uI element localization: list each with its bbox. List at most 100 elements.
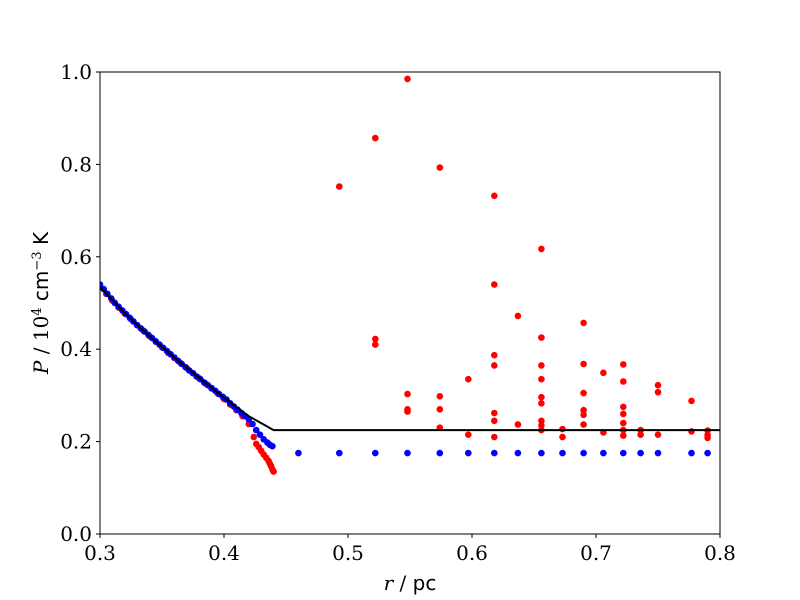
y-tick-label: 0.4 <box>60 337 92 361</box>
x-axis-label-var: r <box>384 571 395 595</box>
data-point <box>580 319 587 327</box>
data-point <box>436 164 444 171</box>
data-point <box>600 449 607 457</box>
series-0 <box>100 75 711 475</box>
x-axis-label-unit: pc <box>413 571 437 595</box>
data-point <box>256 431 264 439</box>
data-point <box>704 449 711 457</box>
data-point <box>559 449 566 457</box>
data-point <box>580 406 587 414</box>
data-point <box>514 312 522 320</box>
data-point <box>620 361 627 368</box>
y-axis-label-unit: cm <box>29 271 53 308</box>
data-point <box>436 406 444 413</box>
data-point <box>654 381 662 389</box>
data-point <box>491 281 498 288</box>
data-point <box>100 285 107 293</box>
data-point <box>491 192 498 200</box>
data-point <box>465 449 472 457</box>
data-point <box>538 422 545 429</box>
data-point <box>436 393 444 400</box>
data-point <box>654 431 662 439</box>
data-point <box>538 362 545 369</box>
data-point <box>600 369 607 377</box>
data-point <box>538 245 545 253</box>
data-point <box>688 397 695 405</box>
data-point <box>249 420 256 428</box>
x-tick-label: 0.8 <box>704 541 736 565</box>
data-point <box>465 375 472 383</box>
data-point <box>620 449 627 457</box>
data-point <box>538 417 545 425</box>
data-point <box>491 351 498 359</box>
data-point <box>538 400 545 407</box>
data-point <box>372 134 379 142</box>
plot-frame <box>99 71 721 535</box>
data-point <box>436 449 444 457</box>
data-point <box>580 421 587 428</box>
data-point <box>654 388 662 396</box>
y-tick-label: 0.2 <box>60 430 92 454</box>
data-point <box>620 403 627 411</box>
data-point <box>637 449 644 457</box>
data-point <box>250 433 258 441</box>
data-point <box>580 360 587 368</box>
x-axis-label: r / pc <box>384 571 437 595</box>
data-point <box>620 419 627 427</box>
data-point <box>372 341 379 348</box>
data-point <box>491 449 498 457</box>
y-axis-ticks: 0.0 0.2 0.4 0.6 0.8 1.0 <box>60 60 100 546</box>
y-tick-label: 0.8 <box>60 152 92 176</box>
y-axis-label: P / 104 cm−3 K <box>29 231 53 375</box>
data-point <box>404 449 411 457</box>
data-point <box>620 432 627 439</box>
x-tick-label: 0.3 <box>84 541 116 565</box>
data-point <box>336 183 343 190</box>
data-point <box>491 417 498 425</box>
data-point <box>404 75 411 83</box>
data-point <box>704 434 711 442</box>
data-point <box>491 362 498 369</box>
data-point <box>465 431 472 439</box>
data-point <box>538 334 545 341</box>
data-point <box>491 433 498 441</box>
data-point <box>269 442 276 450</box>
y-tick-label: 1.0 <box>60 60 92 84</box>
data-point <box>491 409 498 417</box>
data-point <box>580 449 587 457</box>
data-point <box>620 410 627 418</box>
data-point <box>654 449 662 457</box>
data-point <box>620 378 627 385</box>
data-point <box>559 433 566 441</box>
x-tick-label: 0.4 <box>208 541 240 565</box>
x-axis-label-sep: / <box>393 571 412 595</box>
y-axis-label-exp: 4 <box>30 307 45 315</box>
y-axis-label-unit-tail: K <box>29 231 53 251</box>
x-tick-label: 0.6 <box>456 541 488 565</box>
data-point <box>637 431 644 439</box>
data-point <box>372 449 379 457</box>
x-axis-ticks: 0.3 0.4 0.5 0.6 0.7 0.8 <box>84 534 736 565</box>
y-axis-label-sep: / <box>29 341 53 360</box>
data-point <box>372 335 379 343</box>
y-axis-label-unit-exp: −3 <box>30 251 45 270</box>
data-point <box>538 449 545 457</box>
data-point <box>514 449 522 457</box>
x-tick-label: 0.5 <box>332 541 364 565</box>
data-point <box>404 390 411 398</box>
data-point <box>538 375 545 383</box>
data-point <box>688 428 695 435</box>
data-point <box>270 468 277 475</box>
data-point <box>336 449 343 457</box>
data-point <box>580 389 587 397</box>
y-axis-label-var: P <box>29 360 53 375</box>
data-point <box>688 449 695 457</box>
series-line <box>100 286 720 432</box>
data-point <box>538 393 545 401</box>
data-point <box>404 408 411 415</box>
x-tick-label: 0.7 <box>580 541 612 565</box>
data-point <box>580 411 587 419</box>
y-tick-label: 0.0 <box>60 522 92 546</box>
series-2 <box>100 286 720 432</box>
